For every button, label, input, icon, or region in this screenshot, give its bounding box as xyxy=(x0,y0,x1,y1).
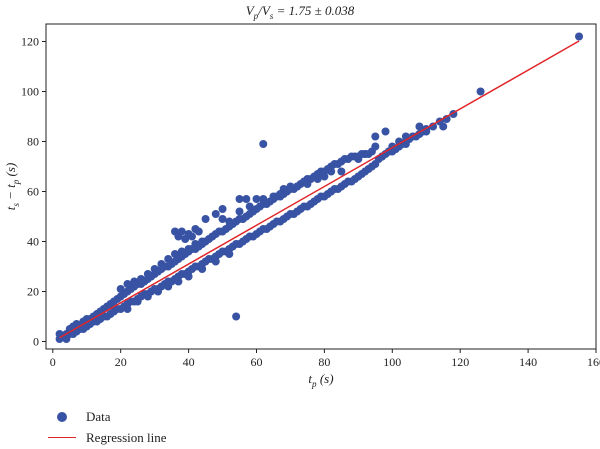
y-tick-label: 100 xyxy=(21,85,39,99)
legend-marker-circle xyxy=(57,411,67,422)
data-point xyxy=(218,205,227,213)
data-point xyxy=(211,257,220,266)
regression-line xyxy=(59,40,580,339)
legend-swatch-data xyxy=(48,411,76,422)
data-point xyxy=(371,132,380,141)
data-point xyxy=(211,210,220,218)
data-point xyxy=(337,167,346,176)
data-point xyxy=(235,195,244,203)
data-point xyxy=(150,265,159,273)
y-tick-label: 80 xyxy=(27,135,39,149)
data-point xyxy=(439,122,448,131)
data-point xyxy=(181,235,190,243)
data-point xyxy=(137,275,146,283)
legend-swatch-regression xyxy=(48,437,76,438)
data-point xyxy=(198,237,207,246)
data-point xyxy=(171,250,180,258)
data-point xyxy=(130,277,139,286)
data-point xyxy=(177,247,186,256)
data-point xyxy=(242,195,251,203)
x-tick-label: 100 xyxy=(383,355,401,369)
data-point xyxy=(235,207,244,216)
data-point xyxy=(143,270,152,278)
data-point xyxy=(575,32,584,41)
data-point xyxy=(279,185,288,193)
regression-line-layer xyxy=(59,40,580,339)
data-point xyxy=(187,232,196,241)
x-axis-label-text: tp​ (s) xyxy=(308,371,333,389)
data-point xyxy=(232,312,241,321)
legend-item-regression: Regression line xyxy=(48,427,167,448)
plot-frame xyxy=(45,23,597,350)
data-point xyxy=(154,287,163,296)
x-tick-label: 120 xyxy=(451,355,469,369)
data-point xyxy=(293,182,302,191)
data-point xyxy=(184,272,193,281)
data-point xyxy=(225,250,234,258)
data-point xyxy=(191,240,200,248)
legend: Data Regression line xyxy=(48,406,167,448)
data-point xyxy=(245,202,254,211)
data-point xyxy=(218,215,227,223)
y-tick-label: 120 xyxy=(21,35,39,49)
data-point xyxy=(303,180,312,188)
chart-axes: 0 20 40 60 80 100 120 140 160 0 20 40 60 80 100 120 xyxy=(21,23,600,369)
data-point xyxy=(174,277,183,286)
data-point xyxy=(225,217,234,226)
y-axis-label-text: ts​ − tp​ (s) xyxy=(3,163,21,211)
data-point xyxy=(401,140,410,148)
data-point xyxy=(164,255,173,263)
x-tick-label: 40 xyxy=(183,355,195,369)
y-tick-label: 20 xyxy=(27,285,39,299)
data-point xyxy=(354,155,363,163)
y-axis-label: ts​ − tp​ (s) xyxy=(3,163,21,211)
data-point xyxy=(133,297,142,306)
x-axis-label: tp​ (s) xyxy=(308,371,333,389)
chart-title-text: Vp​/Vs​ = 1.75 ± 0.038 xyxy=(246,3,355,21)
x-tick-label: 140 xyxy=(519,355,537,369)
data-point xyxy=(198,265,207,273)
data-point xyxy=(320,172,329,181)
data-point xyxy=(327,167,336,176)
legend-label-data: Data xyxy=(86,408,111,424)
y-tick-label: 60 xyxy=(27,185,39,199)
data-point xyxy=(143,292,152,301)
data-point xyxy=(174,232,183,241)
data-point xyxy=(123,280,132,288)
data-point xyxy=(259,195,268,203)
data-point xyxy=(252,195,261,203)
x-tick-label: 60 xyxy=(250,355,262,369)
legend-label-regression: Regression line xyxy=(86,429,167,445)
data-point xyxy=(116,285,125,293)
data-point xyxy=(164,282,173,291)
x-tick-label: 80 xyxy=(318,355,330,369)
legend-item-data: Data xyxy=(48,406,167,427)
y-tick-label: 40 xyxy=(27,235,39,249)
data-point xyxy=(259,140,268,148)
data-point xyxy=(269,192,278,201)
data-point xyxy=(361,150,370,158)
data-point xyxy=(313,175,322,183)
y-tick-label: 0 xyxy=(33,335,39,349)
chart-title: Vp​/Vs​ = 1.75 ± 0.038 xyxy=(246,3,355,21)
data-point xyxy=(286,182,295,191)
data-points xyxy=(55,32,584,343)
data-point xyxy=(476,87,485,96)
x-tick-label: 20 xyxy=(115,355,127,369)
data-point xyxy=(371,142,380,151)
data-point xyxy=(184,245,193,253)
legend-marker-line xyxy=(48,437,76,438)
data-point xyxy=(201,215,210,223)
data-point xyxy=(123,305,132,313)
data-point xyxy=(429,122,438,131)
data-point xyxy=(194,227,203,236)
data-point xyxy=(381,127,390,136)
data-point xyxy=(157,260,166,268)
x-tick-label: 160 xyxy=(587,355,600,369)
data-point xyxy=(415,122,424,131)
x-tick-label: 0 xyxy=(50,355,56,369)
